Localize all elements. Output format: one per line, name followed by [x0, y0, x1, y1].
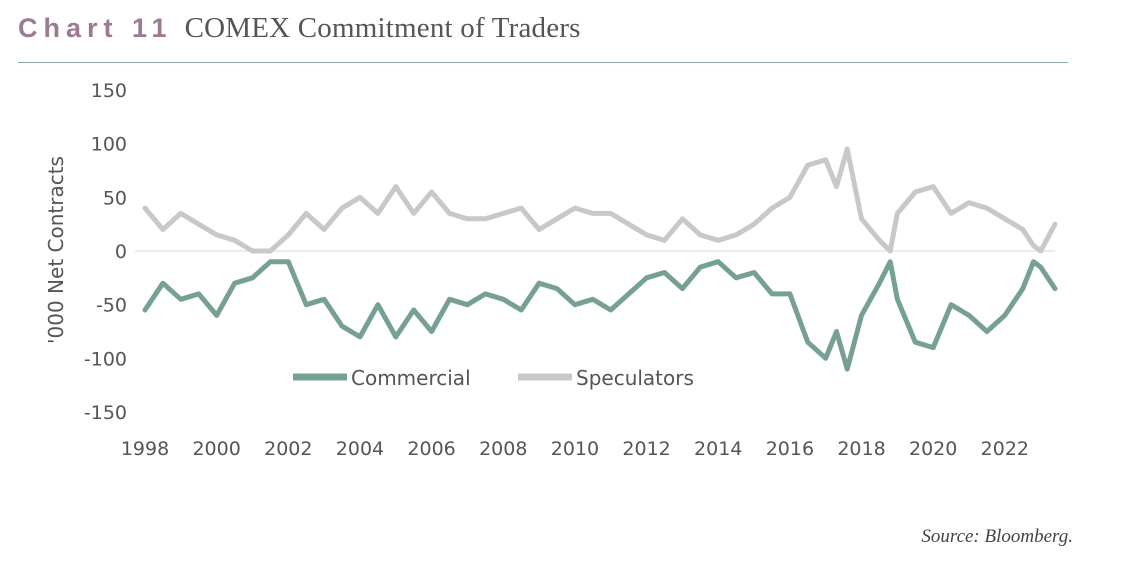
source-note: Source: Bloomberg. — [921, 526, 1073, 547]
series-layer — [142, 146, 1058, 372]
x-tick-label: 2022 — [981, 438, 1029, 460]
legend: Commercial Speculators — [293, 366, 694, 390]
y-axis-label: '000 Net Contracts — [44, 156, 68, 344]
x-tick-label: 2000 — [192, 438, 240, 460]
y-tick-label: -100 — [84, 348, 127, 370]
series-line-commercial — [142, 259, 1058, 372]
x-tick-label: 2016 — [766, 438, 814, 460]
chart-header: Chart 11 COMEX Commitment of Traders — [18, 12, 581, 52]
x-tick-label: 2004 — [336, 438, 384, 460]
y-tick-label: -150 — [84, 402, 127, 424]
x-tick-label: 2008 — [479, 438, 527, 460]
y-tick-label: 0 — [115, 241, 127, 263]
chart-number: Chart 11 — [18, 13, 173, 43]
x-tick-label: 2020 — [909, 438, 957, 460]
x-tick-label: 2006 — [407, 438, 455, 460]
x-tick-label: 2014 — [694, 438, 742, 460]
chart-title: COMEX Commitment of Traders — [184, 12, 581, 44]
y-tick-label: 100 — [91, 134, 127, 156]
x-tick-label: 1998 — [121, 438, 169, 460]
x-tick-label: 2018 — [837, 438, 885, 460]
title-rule — [18, 62, 1068, 63]
x-tick-label: 2002 — [264, 438, 312, 460]
y-tick-label: -50 — [96, 295, 127, 317]
legend-speculators-label: Speculators — [576, 366, 694, 390]
y-tick-label: 150 — [91, 80, 127, 102]
y-tick-label: 50 — [103, 187, 127, 209]
series-line-speculators — [142, 146, 1058, 254]
x-tick-label: 2012 — [622, 438, 670, 460]
axis-layer: 150 100 50 0 -50 -100 -150 1998 2000 2002 2004 2006… — [84, 80, 1029, 460]
x-tick-label: 2010 — [551, 438, 599, 460]
legend-commercial-label: Commercial — [351, 366, 471, 390]
